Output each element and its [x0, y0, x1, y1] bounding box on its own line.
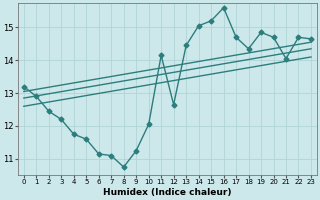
X-axis label: Humidex (Indice chaleur): Humidex (Indice chaleur)	[103, 188, 232, 197]
